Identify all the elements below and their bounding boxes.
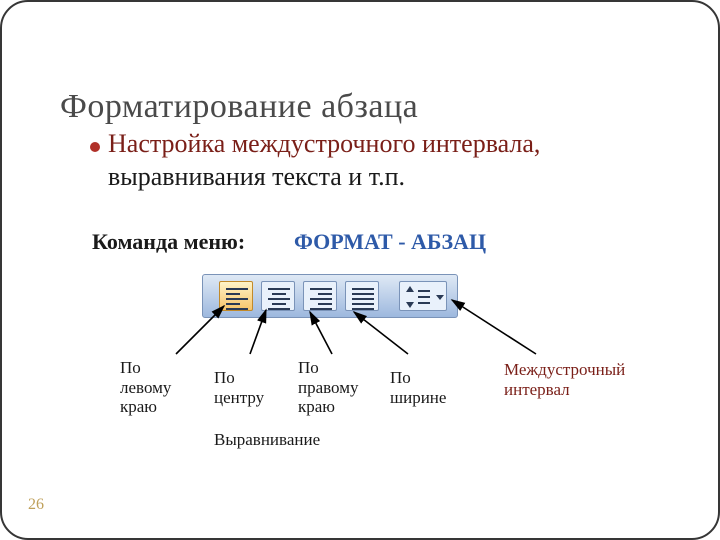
page-number: 26 [28, 496, 44, 514]
callout-label: Полевомукраю [120, 358, 171, 417]
slide-frame: Форматирование абзаца Настройка междустр… [0, 0, 720, 540]
alignment-group-label: Выравнивание [214, 430, 320, 450]
arrow-line [310, 312, 332, 354]
arrow-line [452, 300, 536, 354]
callout-label: Междустрочныйинтервал [504, 360, 625, 399]
arrow-line [176, 306, 224, 354]
callout-label: Поширине [390, 368, 446, 407]
arrow-line [354, 312, 408, 354]
callout-label: Поцентру [214, 368, 264, 407]
arrow-line [250, 310, 266, 354]
callout-arrows [2, 2, 720, 540]
callout-label: Поправомукраю [298, 358, 359, 417]
